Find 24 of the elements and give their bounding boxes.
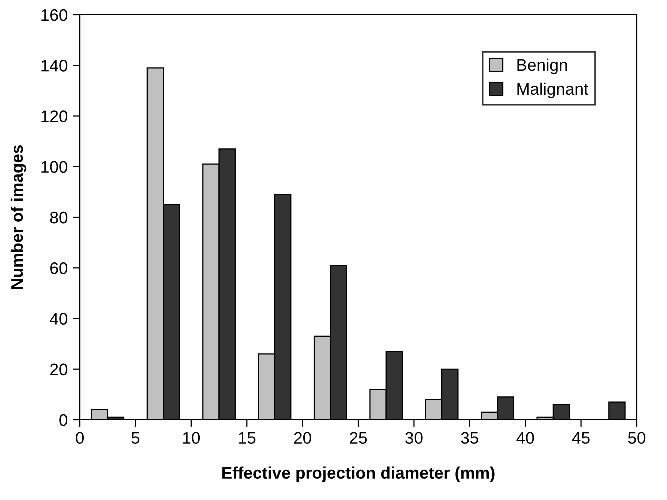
legend-label: Benign (518, 58, 568, 74)
y-axis-title: Number of images (10, 145, 27, 290)
x-tick-label: 35 (461, 432, 478, 444)
x-tick-label: 15 (239, 432, 256, 444)
x-tick-label: 25 (350, 432, 368, 444)
y-tick-label: 60 (50, 262, 68, 274)
y-tick-label: 140 (42, 60, 68, 72)
x-tick-label: 30 (406, 432, 423, 444)
y-tick-label: 80 (50, 212, 68, 224)
x-tick-label: 0 (76, 432, 84, 444)
y-tick-label: 40 (50, 313, 68, 325)
x-tick-label: 40 (516, 432, 534, 444)
x-tick-label: 10 (183, 432, 200, 444)
x-tick-label: 45 (572, 432, 590, 444)
x-axis-title: Effective projection diameter (mm) (222, 466, 495, 482)
y-tick-label: 160 (42, 9, 68, 22)
y-tick-label: 0 (60, 414, 68, 426)
y-tick-label: 100 (42, 161, 68, 174)
y-tick-label: 120 (42, 110, 68, 122)
y-tick-label: 20 (50, 364, 68, 376)
x-tick-label: 20 (294, 432, 312, 444)
x-tick-label: 5 (132, 432, 140, 444)
legend-label: Malignant (518, 82, 588, 98)
x-tick-label: 50 (628, 432, 646, 444)
